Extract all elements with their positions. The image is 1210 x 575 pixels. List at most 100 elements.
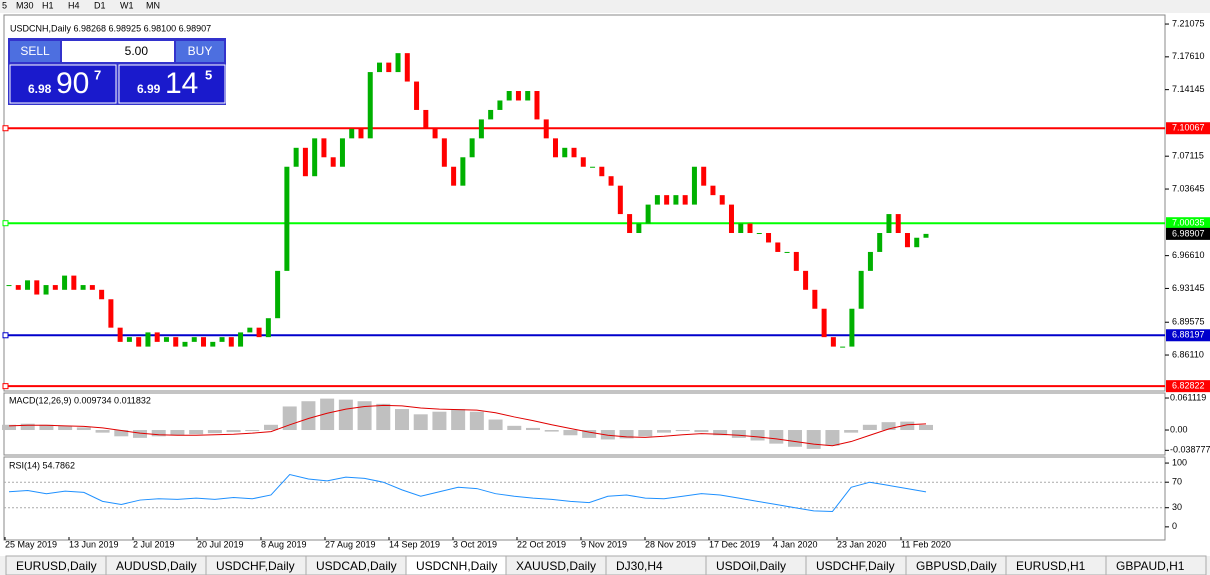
candle	[367, 72, 373, 139]
macd-bar	[151, 430, 166, 437]
candle	[590, 166, 596, 168]
macd-bar	[469, 411, 484, 431]
candle	[858, 270, 864, 309]
timeframe-button[interactable]: D1	[94, 0, 106, 10]
date-label: 28 Nov 2019	[645, 539, 696, 549]
y-tick-label: 30	[1172, 502, 1182, 512]
level-label-bg	[1166, 122, 1210, 135]
candle	[525, 91, 531, 101]
candle	[330, 157, 336, 167]
macd-bar	[338, 399, 353, 431]
macd-bar	[713, 430, 728, 436]
macd-bar	[507, 425, 522, 431]
bid-box[interactable]	[9, 64, 117, 104]
candle	[423, 109, 429, 129]
date-label: 23 Jan 2020	[837, 539, 887, 549]
buy-label: BUY	[188, 44, 213, 58]
macd-bar	[2, 424, 16, 431]
sell-button[interactable]	[10, 41, 60, 62]
date-label: 4 Jan 2020	[773, 539, 818, 549]
buy-button[interactable]	[176, 41, 224, 62]
candle	[877, 233, 883, 252]
candle	[312, 138, 318, 177]
level-label: 6.82822	[1172, 381, 1205, 391]
ask-box[interactable]	[118, 64, 226, 104]
date-label: 25 May 2019	[5, 539, 57, 549]
y-tick-label: 0	[1172, 521, 1177, 531]
candle	[914, 237, 920, 248]
candle	[766, 233, 772, 243]
candle	[80, 285, 86, 290]
timeframe-button[interactable]: M30	[16, 0, 34, 10]
y-tick-label: 7.21075	[1172, 18, 1205, 28]
toolbar	[0, 0, 1210, 13]
candle	[377, 62, 383, 73]
candle	[840, 346, 846, 348]
candle	[691, 166, 697, 205]
candle	[756, 233, 762, 235]
tab-label: USDCNH,Daily	[416, 559, 497, 573]
macd-bar	[675, 430, 690, 432]
timeframe-button[interactable]: H4	[68, 0, 80, 10]
candle	[404, 53, 410, 82]
candle	[682, 195, 688, 205]
macd-bar	[919, 424, 933, 431]
ask-pips: 14	[165, 67, 198, 100]
macd-bar	[189, 430, 204, 435]
tab-label: AUDUSD,Daily	[116, 559, 197, 573]
candle	[608, 176, 614, 186]
timeframe-button[interactable]: 5	[2, 0, 7, 10]
candle	[256, 327, 262, 338]
macd-bar	[900, 421, 915, 431]
candle	[515, 91, 521, 101]
candle	[747, 223, 753, 234]
candle	[25, 280, 31, 290]
y-tick-label: 100	[1172, 457, 1187, 467]
y-tick-label: 7.14145	[1172, 84, 1205, 94]
timeframe-button[interactable]: W1	[120, 0, 134, 10]
candle	[6, 285, 12, 287]
candle	[710, 185, 716, 196]
date-label: 27 Aug 2019	[325, 539, 376, 549]
macd-bar	[320, 398, 335, 431]
level-label-bg	[1166, 217, 1210, 230]
macd-bar	[226, 430, 241, 433]
bid-frac: 7	[94, 67, 101, 82]
macd-bar	[862, 424, 877, 431]
macd-bar	[432, 411, 447, 431]
macd-bar	[451, 409, 466, 431]
macd-bar	[750, 430, 765, 441]
candle	[599, 166, 605, 177]
level-handle	[2, 125, 9, 132]
level-label: 7.00035	[1172, 218, 1205, 228]
candle	[52, 285, 58, 290]
candle	[247, 327, 253, 333]
candle	[867, 251, 873, 271]
timeframe-button[interactable]: H1	[42, 0, 54, 10]
macd-pane	[3, 392, 1166, 456]
candle	[793, 251, 799, 271]
y-tick-label: 6.96610	[1172, 250, 1205, 260]
candle	[886, 214, 892, 234]
date-label: 17 Dec 2019	[709, 539, 760, 549]
y-tick-label: 7.17610	[1172, 51, 1205, 61]
tab[interactable]	[1105, 555, 1207, 575]
candle	[358, 128, 364, 139]
macd-bar	[488, 419, 503, 431]
candle	[293, 147, 299, 167]
candle	[580, 157, 586, 167]
candle	[201, 337, 207, 347]
timeframe-button[interactable]: MN	[146, 0, 160, 10]
current-price: 6.98907	[1172, 228, 1205, 238]
candle	[627, 214, 633, 234]
candle	[126, 337, 132, 342]
sell-label: SELL	[20, 44, 50, 58]
candle	[617, 185, 623, 215]
ask-frac: 5	[205, 67, 212, 82]
tab-label: USDCHF,Daily	[816, 559, 895, 573]
candle	[432, 128, 438, 139]
y-tick-label: 0.061119	[1170, 392, 1206, 402]
candle	[302, 147, 308, 177]
lots-field[interactable]	[62, 41, 174, 62]
macd-bar	[788, 430, 802, 447]
